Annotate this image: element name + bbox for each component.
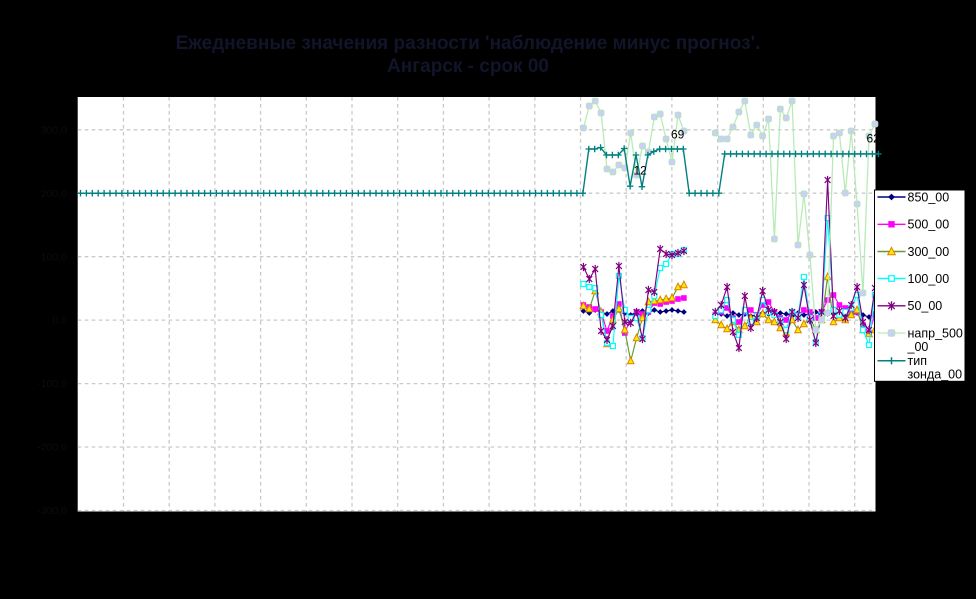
svg-text:12: 12 [634, 164, 648, 178]
svg-text:100_00: 100_00 [908, 272, 950, 286]
svg-text:зонда_00: зонда_00 [908, 368, 963, 382]
svg-text:50_00: 50_00 [908, 299, 943, 313]
svg-text:200,0: 200,0 [41, 188, 67, 200]
svg-text:Ангарск - срок 00: Ангарск - срок 00 [387, 56, 549, 77]
svg-text:-300,0: -300,0 [37, 505, 67, 517]
svg-text:100,0: 100,0 [41, 251, 67, 263]
svg-text:-100,0: -100,0 [37, 378, 67, 390]
svg-text:Ежедневные значения разности ': Ежедневные значения разности 'наблюдение… [176, 33, 761, 54]
svg-text:0,0: 0,0 [52, 315, 67, 327]
svg-text:69: 69 [671, 128, 685, 142]
svg-text:тип: тип [908, 354, 927, 368]
svg-text:300,0: 300,0 [41, 124, 67, 136]
svg-text:_00: _00 [907, 340, 929, 354]
svg-text:напр_500: напр_500 [908, 326, 963, 340]
svg-text:62: 62 [867, 132, 881, 146]
svg-text:-200,0: -200,0 [37, 442, 67, 454]
svg-text:300_00: 300_00 [908, 245, 950, 259]
svg-text:500_00: 500_00 [908, 218, 950, 232]
svg-text:850_00: 850_00 [908, 190, 950, 204]
